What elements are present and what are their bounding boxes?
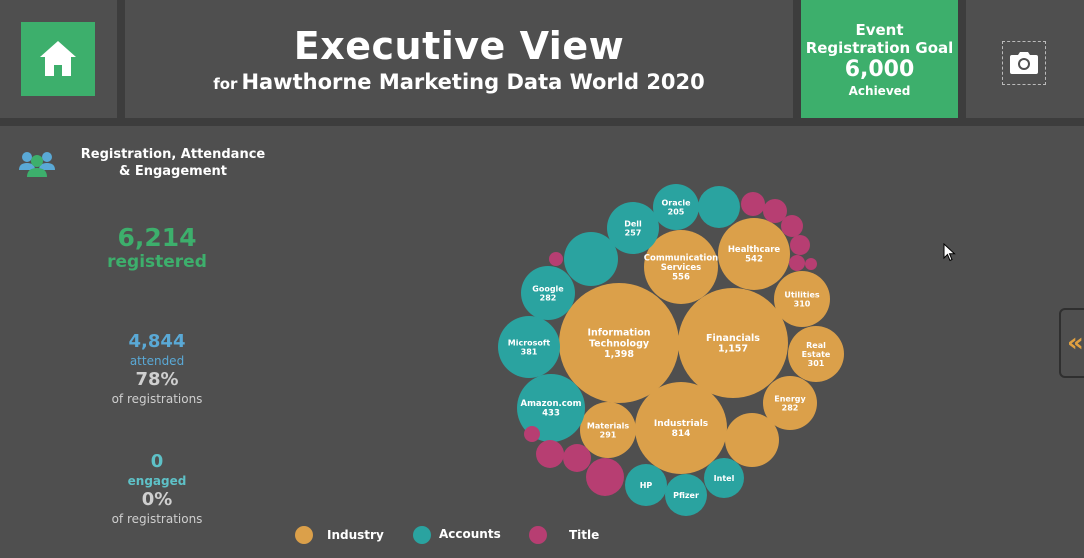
double-chevron-left-icon: « — [1067, 328, 1084, 358]
home-icon — [40, 41, 76, 76]
bubble-title-22[interactable] — [781, 215, 803, 237]
bubble-title-21[interactable] — [763, 199, 787, 223]
page-subtitle: for Hawthorne Marketing Data World 2020 — [125, 68, 793, 98]
bubble-google[interactable] — [521, 266, 575, 320]
engaged-value: 0 — [150, 451, 164, 472]
engaged-percent-label: of registrations — [111, 512, 203, 526]
bubble-oracle[interactable] — [653, 184, 699, 230]
legend-label: Industry — [327, 528, 384, 542]
bubble-title-28[interactable] — [563, 444, 591, 472]
users-icon — [19, 152, 55, 177]
bubble-energy[interactable] — [763, 376, 817, 430]
legend-item-industry[interactable]: Industry — [295, 525, 384, 545]
attended-value: 4,844 — [128, 331, 186, 352]
engaged-label: engaged — [127, 474, 187, 488]
bubble-microsoft[interactable] — [498, 316, 560, 378]
bubble-materials[interactable] — [580, 402, 636, 458]
header-divider — [117, 0, 125, 118]
legend-swatch — [413, 526, 431, 544]
bubble-pfizer[interactable] — [665, 474, 707, 516]
header-title-block: Executive View for Hawthorne Marketing Da… — [125, 0, 793, 118]
registered-label: registered — [107, 252, 207, 272]
camera-icon — [1010, 52, 1038, 74]
attended-label: attended — [129, 354, 185, 368]
bubble-industrials[interactable] — [635, 382, 727, 474]
registered-value: 6,214 — [117, 223, 197, 252]
bubble-amazon-com[interactable] — [517, 374, 585, 442]
goal-status: Achieved — [848, 84, 911, 98]
bubble-communication-services[interactable] — [644, 230, 718, 304]
subtitle-prefix: for — [213, 75, 238, 93]
engaged-percent: 0% — [141, 489, 173, 510]
page-title: Executive View — [293, 24, 625, 68]
legend-swatch — [295, 526, 313, 544]
attended-percent: 78% — [135, 369, 179, 390]
section-title: Registration, Attendance & Engagement — [80, 147, 266, 179]
bubble-title-26[interactable] — [549, 252, 563, 266]
attended-kpi: 4,844 attended 78% of registrations — [60, 331, 254, 407]
attended-percent-label: of registrations — [111, 392, 203, 406]
bubble-industry-9[interactable] — [725, 413, 779, 467]
bubble-title-29[interactable] — [586, 458, 624, 496]
bubble-information-technology[interactable] — [559, 283, 679, 403]
goal-line-1: Event — [855, 21, 904, 39]
side-panel-toggle[interactable]: « — [1059, 308, 1084, 378]
engaged-kpi: 0 engaged 0% of registrations — [60, 451, 254, 527]
goal-line-2: Registration Goal — [805, 39, 954, 57]
bubble-accounts-19[interactable] — [698, 186, 740, 228]
registered-kpi: 6,214 registered — [60, 223, 254, 273]
bubble-title-20[interactable] — [741, 192, 765, 216]
header-divider — [958, 0, 966, 118]
registration-goal-card: Event Registration Goal 6,000 Achieved — [801, 0, 958, 118]
bubble-dell[interactable] — [607, 202, 659, 254]
legend-item-title[interactable]: Title — [529, 525, 599, 545]
bubble-financials[interactable] — [678, 288, 788, 398]
legend-item-accounts[interactable]: Accounts — [413, 525, 501, 545]
mouse-cursor-icon — [943, 243, 956, 262]
bubble-real-estate[interactable] — [788, 326, 844, 382]
bubble-title-30[interactable] — [524, 426, 540, 442]
legend-label: Title — [569, 528, 600, 542]
bubble-intel[interactable] — [704, 458, 744, 498]
snapshot-button[interactable] — [1002, 41, 1046, 85]
bubble-title-24[interactable] — [789, 255, 805, 271]
legend-swatch — [529, 526, 547, 544]
header-bottom-divider — [0, 118, 1084, 126]
goal-value: 6,000 — [844, 57, 915, 82]
bubble-accounts-18[interactable] — [564, 232, 618, 286]
bubble-utilities[interactable] — [774, 271, 830, 327]
bubble-title-27[interactable] — [536, 440, 564, 468]
bubble-hp[interactable] — [625, 464, 667, 506]
event-name: Hawthorne Marketing Data World 2020 — [241, 70, 705, 94]
header-divider — [793, 0, 801, 118]
home-button[interactable] — [21, 22, 95, 96]
bubble-title-25[interactable] — [805, 258, 817, 270]
bubble-title-23[interactable] — [790, 235, 810, 255]
legend-label: Accounts — [439, 527, 501, 541]
bubble-healthcare[interactable] — [718, 218, 790, 290]
